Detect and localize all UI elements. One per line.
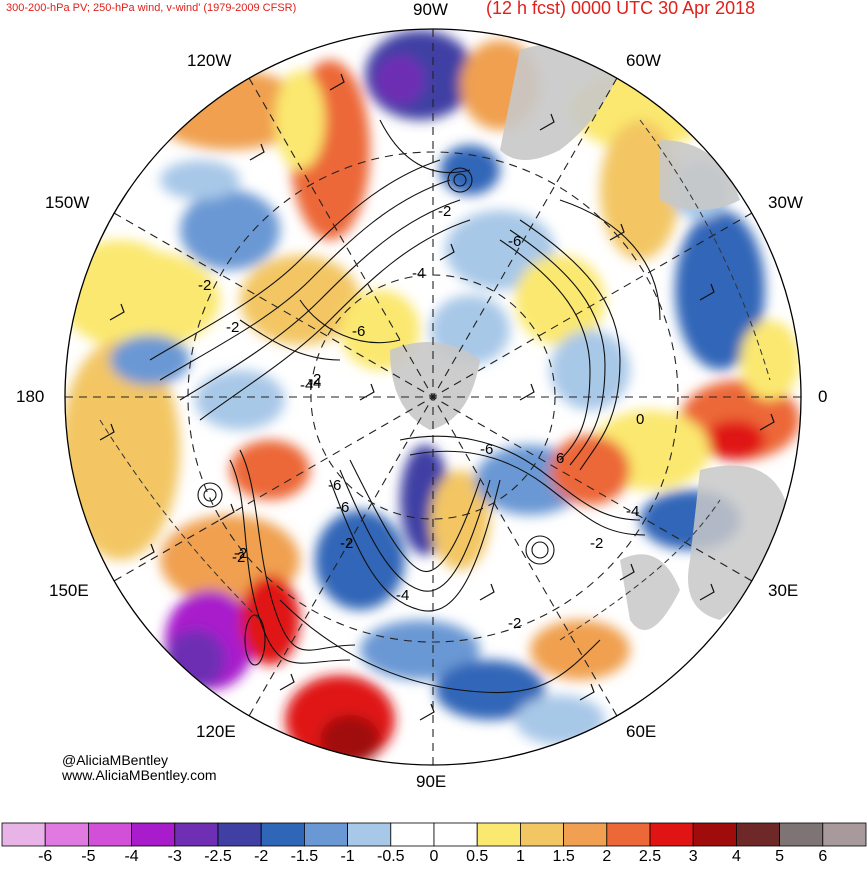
colorbar-swatch <box>1 822 46 847</box>
colorbar-tick-label: 1 <box>515 848 525 865</box>
pv-contours <box>149 119 661 694</box>
colorbar-swatch <box>303 822 348 847</box>
colorbar-swatch <box>347 822 392 847</box>
colorbar-tick-label: -4 <box>124 848 139 865</box>
contour-label: -4 <box>396 587 409 604</box>
contour-label: -6 <box>336 499 349 516</box>
contour-label: -2 <box>308 371 321 388</box>
colorbar-swatch <box>131 822 176 847</box>
lon-label-120e: 120E <box>196 722 236 741</box>
colorbar-swatch <box>563 822 608 847</box>
colorbar-tick-label: 2 <box>602 848 612 865</box>
lon-label-150e: 150E <box>49 581 89 600</box>
colorbar-tick-label: -3 <box>167 848 182 865</box>
lon-label-120w: 120W <box>187 51 232 70</box>
contour-label: -4 <box>626 503 639 520</box>
colorbar-tick-label: 0.5 <box>466 848 489 865</box>
colorbar-tick-label: 3 <box>688 848 698 865</box>
colorbar-swatch <box>736 822 781 847</box>
contour-label-group: -2 -2 -4 -6 -2 -2 -4 -6 -6 -6 6 -2 -4 -2… <box>198 203 644 632</box>
colorbar-swatches <box>1 822 867 847</box>
lon-label-90e: 90E <box>416 772 447 791</box>
contour-label: -4 <box>308 375 321 392</box>
lon-label-30e: 30E <box>768 581 799 600</box>
colorbar-tick-label: -1.5 <box>290 848 319 865</box>
contour-label: -2 <box>234 545 247 562</box>
colorbar-tick-label: 0 <box>429 848 439 865</box>
contour-label: -4 <box>300 377 313 394</box>
colorbar-swatch <box>88 822 133 847</box>
colorbar-swatch <box>692 822 737 847</box>
colorbar-swatch <box>217 822 262 847</box>
contour-label: -4 <box>412 265 425 282</box>
lon-label-150w: 150W <box>45 193 90 212</box>
contour-label: -2 <box>226 319 239 336</box>
colorbar-tick-label: 4 <box>731 848 741 865</box>
colorbar-tick-label: -1 <box>340 848 355 865</box>
colorbar-tick-label: 1.5 <box>552 848 575 865</box>
contour-label: -2 <box>232 549 245 566</box>
colorbar-swatch <box>174 822 219 847</box>
polar-map: -2 -2 -4 -6 -2 -2 -4 -6 -6 -6 6 -2 -4 -2… <box>64 28 802 766</box>
vwind-contours <box>99 119 771 641</box>
wind-barbs <box>99 73 775 721</box>
colorbar-tick-label: 2.5 <box>638 848 662 865</box>
contour-label: -2 <box>508 615 521 632</box>
colorbar-tick-label: -2 <box>254 848 269 865</box>
colorbar-tick-label: 6 <box>818 848 828 865</box>
lon-label-60e: 60E <box>626 722 657 741</box>
lon-label-180: 180 <box>16 387 45 406</box>
credit-website: www.AliciaMBentley.com <box>62 767 217 783</box>
lon-label-90w: 90W <box>413 0 448 19</box>
contour-label: 6 <box>556 450 564 467</box>
contour-label: 0 <box>636 411 644 428</box>
colorbar <box>0 820 868 865</box>
colorbar-swatch <box>433 822 478 847</box>
lon-label-60w: 60W <box>626 51 661 70</box>
graticule <box>65 29 801 765</box>
colorbar-tick-labels: -6 -5 -4 -3 -2.5 -2 -1.5 -1 -0.5 0 0.5 1 1.5 2 2.5 3 4 5 6 <box>0 848 868 865</box>
colorbar-tick-label: -0.5 <box>377 848 405 865</box>
map-title-left: 300-200-hPa PV; 250-hPa wind, v-wind' (1… <box>6 2 297 14</box>
colorbar-swatch <box>476 822 521 847</box>
map-boundary <box>64 28 802 766</box>
map-title-right: (12 h fcst) 0000 UTC 30 Apr 2018 <box>486 0 756 18</box>
contour-label: -6 <box>352 323 365 340</box>
colorbar-tick-label: -2.5 <box>204 848 232 865</box>
credit-handle: @AliciaMBentley <box>62 752 169 768</box>
lon-label-30w: 30W <box>768 193 803 212</box>
colorbar-swatch <box>649 822 694 847</box>
lon-label-0: 0 <box>818 387 828 406</box>
colorbar-tick-label: -5 <box>81 848 96 865</box>
colorbar-swatch <box>606 822 651 847</box>
colorbar-swatch <box>520 822 565 847</box>
contour-label: -6 <box>508 233 521 250</box>
colorbar-tick-label: 5 <box>775 848 785 865</box>
colorbar-swatch <box>390 822 435 847</box>
contour-label: -2 <box>590 535 603 552</box>
contour-label: -2 <box>438 203 451 220</box>
contour-label: -6 <box>328 477 341 494</box>
colorbar-swatch <box>779 822 824 847</box>
colorbar-swatch <box>260 822 305 847</box>
contour-label: -2 <box>340 535 353 552</box>
colorbar-tick-label: -6 <box>38 848 53 865</box>
contour-label: -2 <box>198 277 211 294</box>
contour-label: -6 <box>480 441 493 458</box>
colorbar-swatch <box>44 822 89 847</box>
colorbar-swatch <box>822 822 867 847</box>
